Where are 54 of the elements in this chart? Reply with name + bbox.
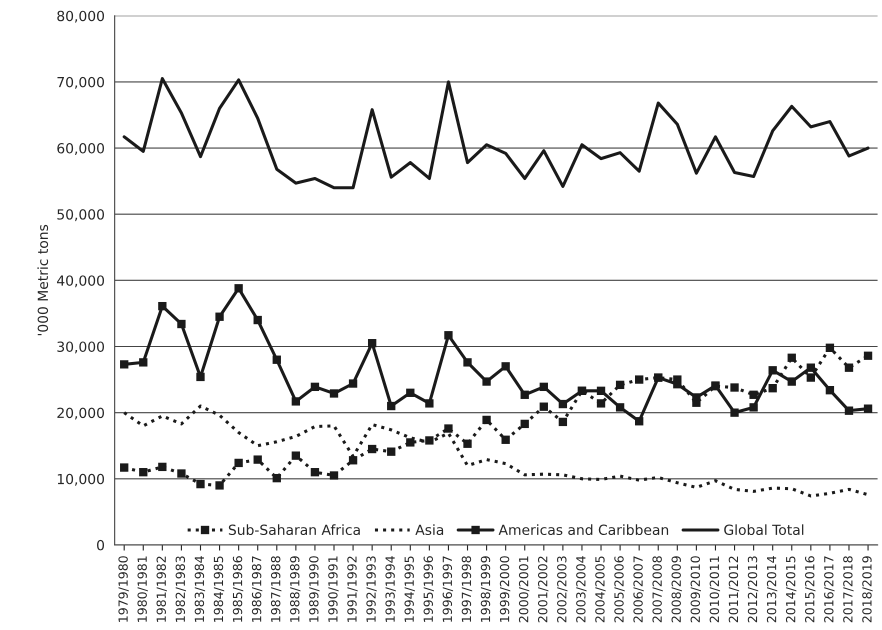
x-tick-label: 1983/1984 bbox=[194, 556, 206, 622]
x-tick-label: 1990/1991 bbox=[328, 556, 339, 622]
x-tick-label: 1980/1981 bbox=[137, 556, 148, 622]
x-tick-label: 1993/1994 bbox=[385, 556, 396, 622]
x-tick-label: 2013/2014 bbox=[766, 556, 778, 622]
x-tick-label: 2002/2003 bbox=[557, 556, 568, 622]
x-tick-label: 1994/1995 bbox=[404, 556, 415, 622]
x-tick-label: 2006/2007 bbox=[633, 556, 644, 622]
x-tick-label: 2007/2008 bbox=[652, 556, 663, 622]
y-tick-label: 10,000 bbox=[58, 474, 104, 486]
y-tick-label: 40,000 bbox=[57, 275, 104, 288]
x-tick-label: 1979/1980 bbox=[118, 556, 129, 622]
x-tick-label: 1987/1988 bbox=[270, 556, 282, 622]
legend-label: Asia bbox=[415, 524, 444, 536]
x-tick-label: 1988/1989 bbox=[290, 556, 300, 622]
y-tick-label: 20,000 bbox=[57, 408, 104, 420]
x-tick-label: 2008/2009 bbox=[671, 556, 682, 622]
x-tick-label: 2012/2013 bbox=[748, 556, 758, 622]
x-tick-label: 1989/1990 bbox=[309, 556, 320, 622]
x-tick-label: 1995/1996 bbox=[424, 556, 434, 622]
y-tick-label: 60,000 bbox=[57, 143, 104, 155]
x-tick-label: 1999/2000 bbox=[500, 556, 510, 622]
x-tick-label: 1998/1999 bbox=[480, 556, 492, 622]
x-tick-label: 1992/1993 bbox=[366, 556, 377, 622]
x-tick-label: 2001/2002 bbox=[538, 556, 548, 622]
x-tick-label: 1996/1997 bbox=[442, 556, 454, 622]
x-tick-label: 2016/2017 bbox=[824, 556, 835, 622]
x-tick-label: 2009/2010 bbox=[690, 556, 702, 622]
x-tick-label: 2011/2012 bbox=[728, 556, 740, 622]
x-tick-label: 2017/2018 bbox=[843, 556, 854, 622]
y-tick-label: 50,000 bbox=[57, 209, 104, 222]
y-tick-label: 80,000 bbox=[57, 10, 104, 23]
x-tick-label: 1997/1998 bbox=[462, 556, 472, 622]
x-tick-label: 2004/2005 bbox=[595, 556, 606, 622]
x-tick-label: 1991/1992 bbox=[347, 556, 358, 622]
x-tick-label: 1985/1986 bbox=[232, 556, 244, 622]
x-tick-label: 2014/2015 bbox=[786, 556, 796, 622]
x-tick-label: 1982/1983 bbox=[176, 556, 186, 622]
legend-label: Global Total bbox=[724, 524, 804, 536]
legend-label: Sub-Saharan Africa bbox=[228, 524, 360, 536]
legend-label: Americas and Caribbean bbox=[498, 524, 668, 536]
x-tick-label: 1981/1982 bbox=[156, 556, 167, 622]
y-tick-label: 70,000 bbox=[57, 76, 104, 89]
x-tick-label: 2005/2006 bbox=[614, 556, 625, 622]
x-tick-label: 1986/1987 bbox=[252, 556, 262, 622]
y-tick-label: 30,000 bbox=[57, 341, 104, 354]
x-tick-label: 2003/2004 bbox=[576, 556, 587, 622]
y-tick-label: 0 bbox=[97, 540, 104, 550]
x-tick-label: 1984/1985 bbox=[214, 556, 224, 622]
x-tick-label: 2018/2019 bbox=[862, 556, 873, 622]
y-axis-title: '000 Metric tons bbox=[37, 224, 48, 336]
x-tick-label: 2000/2001 bbox=[518, 556, 530, 622]
x-tick-label: 2010/2011 bbox=[710, 556, 720, 622]
x-tick-label: 2015/2016 bbox=[805, 556, 816, 622]
